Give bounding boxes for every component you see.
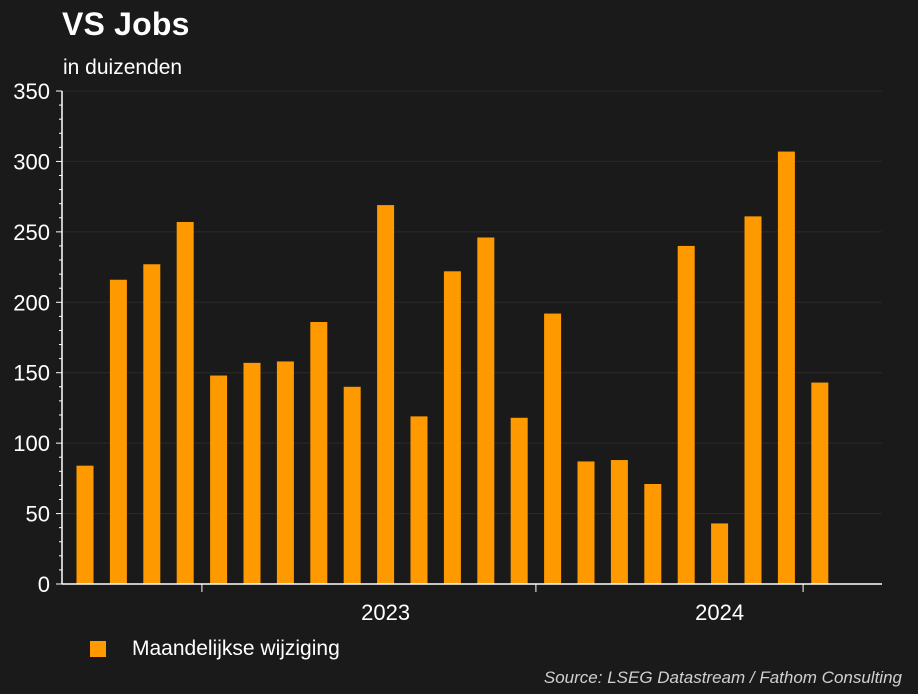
source-note: Source: LSEG Datastream / Fathom Consult… [543, 668, 902, 687]
bar [210, 375, 228, 584]
bar [777, 151, 795, 584]
y-tick-label: 250 [13, 220, 50, 245]
bar [310, 322, 328, 584]
y-tick-label: 200 [13, 290, 50, 315]
bars [76, 151, 829, 585]
legend-label: Maandelijkse wijziging [132, 637, 340, 660]
bar [510, 417, 528, 584]
tick-labels: 0 50 100 150 200 250 300 350 2023 2024 [13, 79, 744, 625]
axes [56, 90, 882, 592]
bar [610, 460, 628, 584]
y-tick-label: 350 [13, 79, 50, 104]
bar [377, 205, 395, 584]
bar [443, 271, 461, 584]
x-tick-label: 2024 [695, 600, 744, 625]
legend-swatch [90, 641, 106, 657]
bar [644, 483, 662, 584]
bar [276, 361, 294, 584]
bar [744, 216, 762, 584]
bar [176, 221, 194, 585]
bar [577, 461, 595, 584]
bar [343, 386, 361, 584]
y-tick-label: 50 [26, 502, 50, 527]
y-tick-label: 0 [38, 572, 50, 597]
bar [477, 237, 495, 584]
bar [544, 313, 562, 584]
bar [109, 279, 127, 584]
chart-subtitle: in duizenden [63, 56, 183, 79]
y-tick-label: 100 [13, 431, 50, 456]
bar [711, 523, 729, 584]
x-tick-label: 2023 [361, 600, 410, 625]
legend: Maandelijkse wijziging [90, 637, 340, 661]
bar [811, 382, 829, 584]
bar [410, 416, 428, 584]
y-tick-label: 150 [13, 361, 50, 386]
bar [243, 362, 261, 584]
bar [143, 264, 161, 584]
chart-title: VS Jobs [62, 6, 190, 42]
bar [677, 245, 695, 584]
y-tick-label: 300 [13, 149, 50, 174]
bar [76, 465, 94, 584]
